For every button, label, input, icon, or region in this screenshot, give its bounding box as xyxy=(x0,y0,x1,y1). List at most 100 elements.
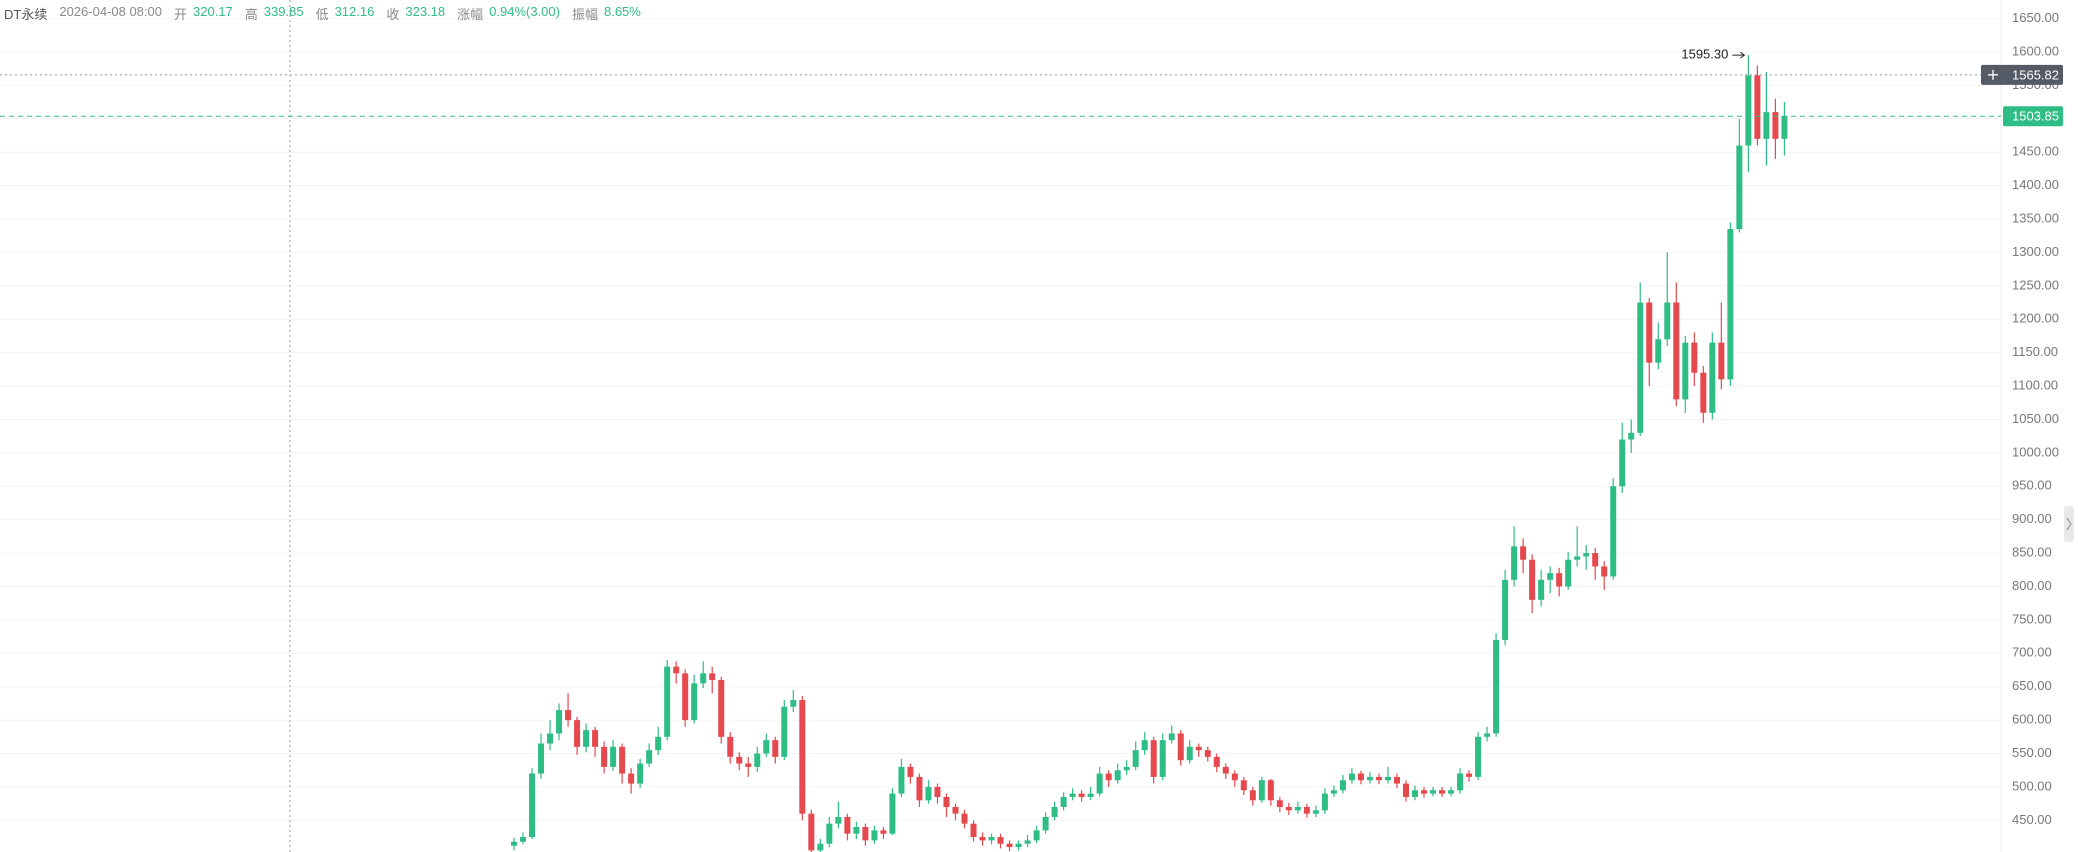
candle-body xyxy=(1294,806,1301,811)
last-price-box xyxy=(2003,106,2063,127)
symbol: DT永续 xyxy=(4,7,48,22)
candle-body xyxy=(1267,780,1274,801)
y-tick-label: 500.00 xyxy=(2012,778,2052,793)
amplitude-label: 振幅 xyxy=(571,7,598,22)
y-tick-label: 900.00 xyxy=(2012,511,2052,526)
candle-body xyxy=(1736,145,1743,230)
y-tick-label: 800.00 xyxy=(2012,578,2052,593)
y-tick-label: 950.00 xyxy=(2012,478,2052,493)
crosshair-price-label: 1565.82 xyxy=(2012,67,2059,82)
candle-body xyxy=(1745,75,1752,146)
candle-body xyxy=(1159,740,1166,777)
candle-body xyxy=(1132,750,1139,767)
candle-body xyxy=(997,837,1004,844)
candle-body xyxy=(1664,302,1671,340)
candle-body xyxy=(763,740,770,754)
candle-body xyxy=(700,673,707,684)
y-tick-label: 750.00 xyxy=(2012,611,2052,626)
candle-body xyxy=(736,756,743,764)
candle-body xyxy=(709,673,716,681)
candle-body xyxy=(655,736,662,751)
candle-body xyxy=(538,743,545,774)
candle-body xyxy=(835,816,842,824)
candle-body xyxy=(988,837,995,841)
candle-body xyxy=(1348,773,1355,781)
candle-body xyxy=(1646,302,1653,363)
candle-body xyxy=(1727,229,1734,380)
candle-body xyxy=(1520,546,1527,560)
candle-body xyxy=(1556,573,1563,587)
candle-body xyxy=(1168,733,1175,741)
candle-body xyxy=(1033,830,1040,841)
candle-body xyxy=(862,827,869,841)
y-tick-label: 1050.00 xyxy=(2012,411,2059,426)
candle-body xyxy=(826,823,833,844)
candle-body xyxy=(520,837,527,842)
y-tick-label: 650.00 xyxy=(2012,678,2052,693)
candle-body xyxy=(1204,750,1211,757)
candle-body xyxy=(1330,790,1337,794)
candle-body xyxy=(1682,342,1689,400)
candle-body xyxy=(1448,790,1455,794)
y-tick-label: 1450.00 xyxy=(2012,144,2059,159)
candle-body xyxy=(1547,573,1554,580)
candle-body xyxy=(1673,302,1680,400)
candle-body xyxy=(1475,736,1482,777)
y-tick-label: 1600.00 xyxy=(2012,43,2059,58)
y-tick-label: 1100.00 xyxy=(2012,377,2058,392)
candle-body xyxy=(691,683,698,721)
candle-body xyxy=(853,827,860,834)
y-tick-label: 850.00 xyxy=(2012,545,2052,560)
candle-body xyxy=(1123,766,1130,771)
candle-body xyxy=(682,673,689,721)
candle-body xyxy=(1610,486,1617,577)
candle-body xyxy=(880,830,887,834)
candle-body xyxy=(1114,770,1121,781)
candle-body xyxy=(844,816,851,834)
candle-body xyxy=(1249,790,1256,801)
y-tick-label: 1400.00 xyxy=(2012,177,2059,192)
candle-body xyxy=(943,796,950,807)
candle-body xyxy=(925,786,932,801)
candle-body xyxy=(1574,556,1581,560)
candle-body xyxy=(1024,840,1031,844)
candle-body xyxy=(1763,112,1770,139)
candle-body xyxy=(1276,800,1283,807)
candle-body xyxy=(511,841,517,846)
time: 2026-04-08 08:00 xyxy=(59,4,162,19)
candle-body xyxy=(1439,790,1446,794)
candle-body xyxy=(1700,372,1707,413)
candle-body xyxy=(1628,432,1635,440)
candle-body xyxy=(1321,793,1328,811)
candle-body xyxy=(799,700,806,814)
y-tick-label: 700.00 xyxy=(2012,645,2052,660)
candle-body xyxy=(664,666,671,737)
candle-body xyxy=(961,813,968,824)
y-tick-label: 1200.00 xyxy=(2012,311,2059,326)
low-label: 低 xyxy=(315,7,329,22)
y-tick-label: 450.00 xyxy=(2012,812,2052,827)
candle-body xyxy=(772,740,779,757)
candle-body xyxy=(1655,339,1662,363)
max-marker-arrowhead xyxy=(1740,51,1746,59)
candle-body xyxy=(1601,566,1608,577)
last-price-label: 1503.85 xyxy=(2012,109,2059,124)
y-tick-label: 1300.00 xyxy=(2012,244,2059,259)
candle-body xyxy=(745,763,752,767)
candle-body xyxy=(646,750,653,764)
candle-body xyxy=(1421,790,1428,794)
y-tick-label: 1000.00 xyxy=(2012,444,2059,459)
candle-body xyxy=(1772,112,1779,139)
candle-body xyxy=(565,710,572,721)
candle-body xyxy=(1339,780,1346,791)
candle-body xyxy=(754,753,761,767)
candle-body xyxy=(952,806,959,814)
candle-body xyxy=(817,843,824,851)
candle-body xyxy=(727,736,734,757)
candle-body xyxy=(1078,793,1085,797)
candle-body xyxy=(1466,773,1473,777)
panel-handle[interactable] xyxy=(2064,506,2074,542)
candle-body xyxy=(1781,116,1788,139)
y-tick-label: 1250.00 xyxy=(2012,277,2059,292)
